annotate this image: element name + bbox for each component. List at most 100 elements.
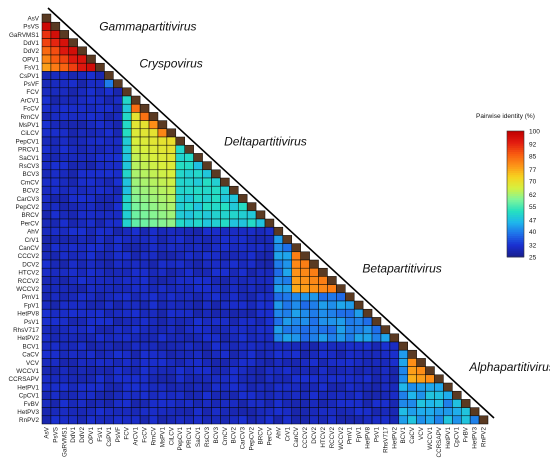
heatmap-cell bbox=[211, 251, 221, 261]
heatmap-cell bbox=[41, 210, 52, 220]
heatmap-cell bbox=[282, 251, 293, 261]
heatmap-cell bbox=[50, 79, 61, 89]
heatmap-cell bbox=[113, 415, 123, 425]
heatmap-cell bbox=[220, 341, 230, 351]
heatmap-cell bbox=[86, 349, 96, 359]
heatmap-cell bbox=[273, 399, 284, 408]
heatmap-cell bbox=[398, 390, 408, 400]
heatmap-cell bbox=[77, 374, 87, 384]
heatmap-cell bbox=[104, 120, 114, 130]
heatmap-cell bbox=[122, 251, 132, 261]
heatmap-cell bbox=[345, 382, 355, 392]
legend-color-step bbox=[507, 179, 524, 182]
heatmap-cell bbox=[345, 317, 355, 326]
heatmap-cell bbox=[122, 185, 132, 195]
heatmap-cell bbox=[389, 399, 400, 408]
heatmap-cell bbox=[175, 177, 185, 187]
heatmap-cell bbox=[255, 267, 266, 277]
heatmap-cell bbox=[353, 407, 364, 417]
heatmap-cell bbox=[166, 177, 177, 187]
group-label: Betapartitivirus bbox=[362, 262, 441, 276]
heatmap-cell bbox=[130, 349, 141, 359]
heatmap-cell bbox=[469, 407, 480, 417]
heatmap-cell bbox=[309, 300, 319, 310]
heatmap-cell bbox=[113, 210, 123, 220]
heatmap-cell bbox=[86, 366, 96, 376]
heatmap-cell bbox=[264, 399, 275, 408]
heatmap-cell bbox=[104, 382, 114, 392]
heatmap-cell bbox=[336, 399, 346, 408]
heatmap-cell bbox=[443, 390, 453, 400]
heatmap-cell bbox=[139, 251, 150, 261]
heatmap-cell bbox=[166, 243, 177, 253]
heatmap-cell bbox=[113, 317, 123, 326]
row-label: DdV1 bbox=[23, 40, 39, 47]
heatmap-cell bbox=[237, 194, 248, 203]
heatmap-cell bbox=[291, 349, 301, 359]
heatmap-cell bbox=[50, 292, 61, 302]
heatmap-cell bbox=[184, 251, 194, 261]
heatmap-cell bbox=[68, 120, 78, 130]
heatmap-cell bbox=[380, 325, 391, 335]
row-label: PRCV1 bbox=[18, 147, 39, 154]
row-label: CCCV2 bbox=[18, 253, 40, 260]
heatmap-cell bbox=[95, 382, 105, 392]
heatmap-cell bbox=[157, 161, 168, 171]
heatmap-cell bbox=[41, 112, 52, 121]
heatmap-cell bbox=[122, 235, 132, 244]
heatmap-cell bbox=[86, 177, 96, 187]
heatmap-cell bbox=[130, 325, 141, 335]
heatmap-cell bbox=[416, 415, 426, 425]
heatmap-cell bbox=[68, 358, 78, 367]
heatmap-cell bbox=[309, 415, 319, 425]
heatmap-cell bbox=[113, 267, 123, 277]
heatmap-cell bbox=[104, 87, 114, 97]
heatmap-cell bbox=[282, 349, 293, 359]
heatmap-cell bbox=[300, 366, 310, 376]
heatmap-cell bbox=[309, 259, 319, 269]
heatmap-cell bbox=[95, 333, 105, 343]
row-label: PsVS bbox=[23, 24, 39, 31]
heatmap-cell bbox=[139, 300, 150, 310]
heatmap-cell bbox=[77, 177, 87, 187]
heatmap-cell bbox=[237, 243, 248, 253]
heatmap-cell bbox=[246, 226, 257, 236]
heatmap-cell bbox=[139, 308, 150, 318]
heatmap-cell bbox=[59, 259, 70, 269]
heatmap-cell bbox=[193, 407, 203, 417]
heatmap-cell bbox=[122, 95, 132, 105]
heatmap-cell bbox=[130, 95, 141, 105]
heatmap-cell bbox=[86, 407, 96, 417]
heatmap-cell bbox=[237, 308, 248, 318]
legend-color-step bbox=[507, 196, 524, 199]
column-label: RnPV2 bbox=[481, 427, 488, 447]
heatmap-cell bbox=[113, 382, 123, 392]
heatmap-cell bbox=[59, 292, 70, 302]
heatmap-cell bbox=[202, 267, 212, 277]
heatmap-cell bbox=[237, 358, 248, 367]
heatmap-cell bbox=[175, 308, 185, 318]
heatmap-cell bbox=[148, 374, 159, 384]
heatmap-cell bbox=[211, 185, 221, 195]
heatmap-cell bbox=[184, 210, 194, 220]
heatmap-cell bbox=[336, 366, 346, 376]
heatmap-cell bbox=[104, 325, 114, 335]
heatmap-cell bbox=[122, 292, 132, 302]
heatmap-cell bbox=[264, 415, 275, 425]
heatmap-cell bbox=[130, 169, 141, 179]
heatmap-cell bbox=[122, 374, 132, 384]
heatmap-cell bbox=[104, 202, 114, 212]
legend-color-step bbox=[507, 133, 524, 136]
heatmap-cell bbox=[416, 358, 426, 367]
heatmap-cell bbox=[246, 341, 257, 351]
heatmap-cell bbox=[122, 300, 132, 310]
heatmap-cell bbox=[220, 399, 230, 408]
heatmap-cell bbox=[327, 382, 337, 392]
column-label: PepCV1 bbox=[177, 427, 184, 451]
legend-color-step bbox=[507, 177, 524, 180]
heatmap-cell bbox=[336, 415, 346, 425]
heatmap-cell bbox=[86, 128, 96, 138]
heatmap-cell bbox=[59, 333, 70, 343]
heatmap-cell bbox=[246, 390, 257, 400]
heatmap-cell bbox=[175, 382, 185, 392]
